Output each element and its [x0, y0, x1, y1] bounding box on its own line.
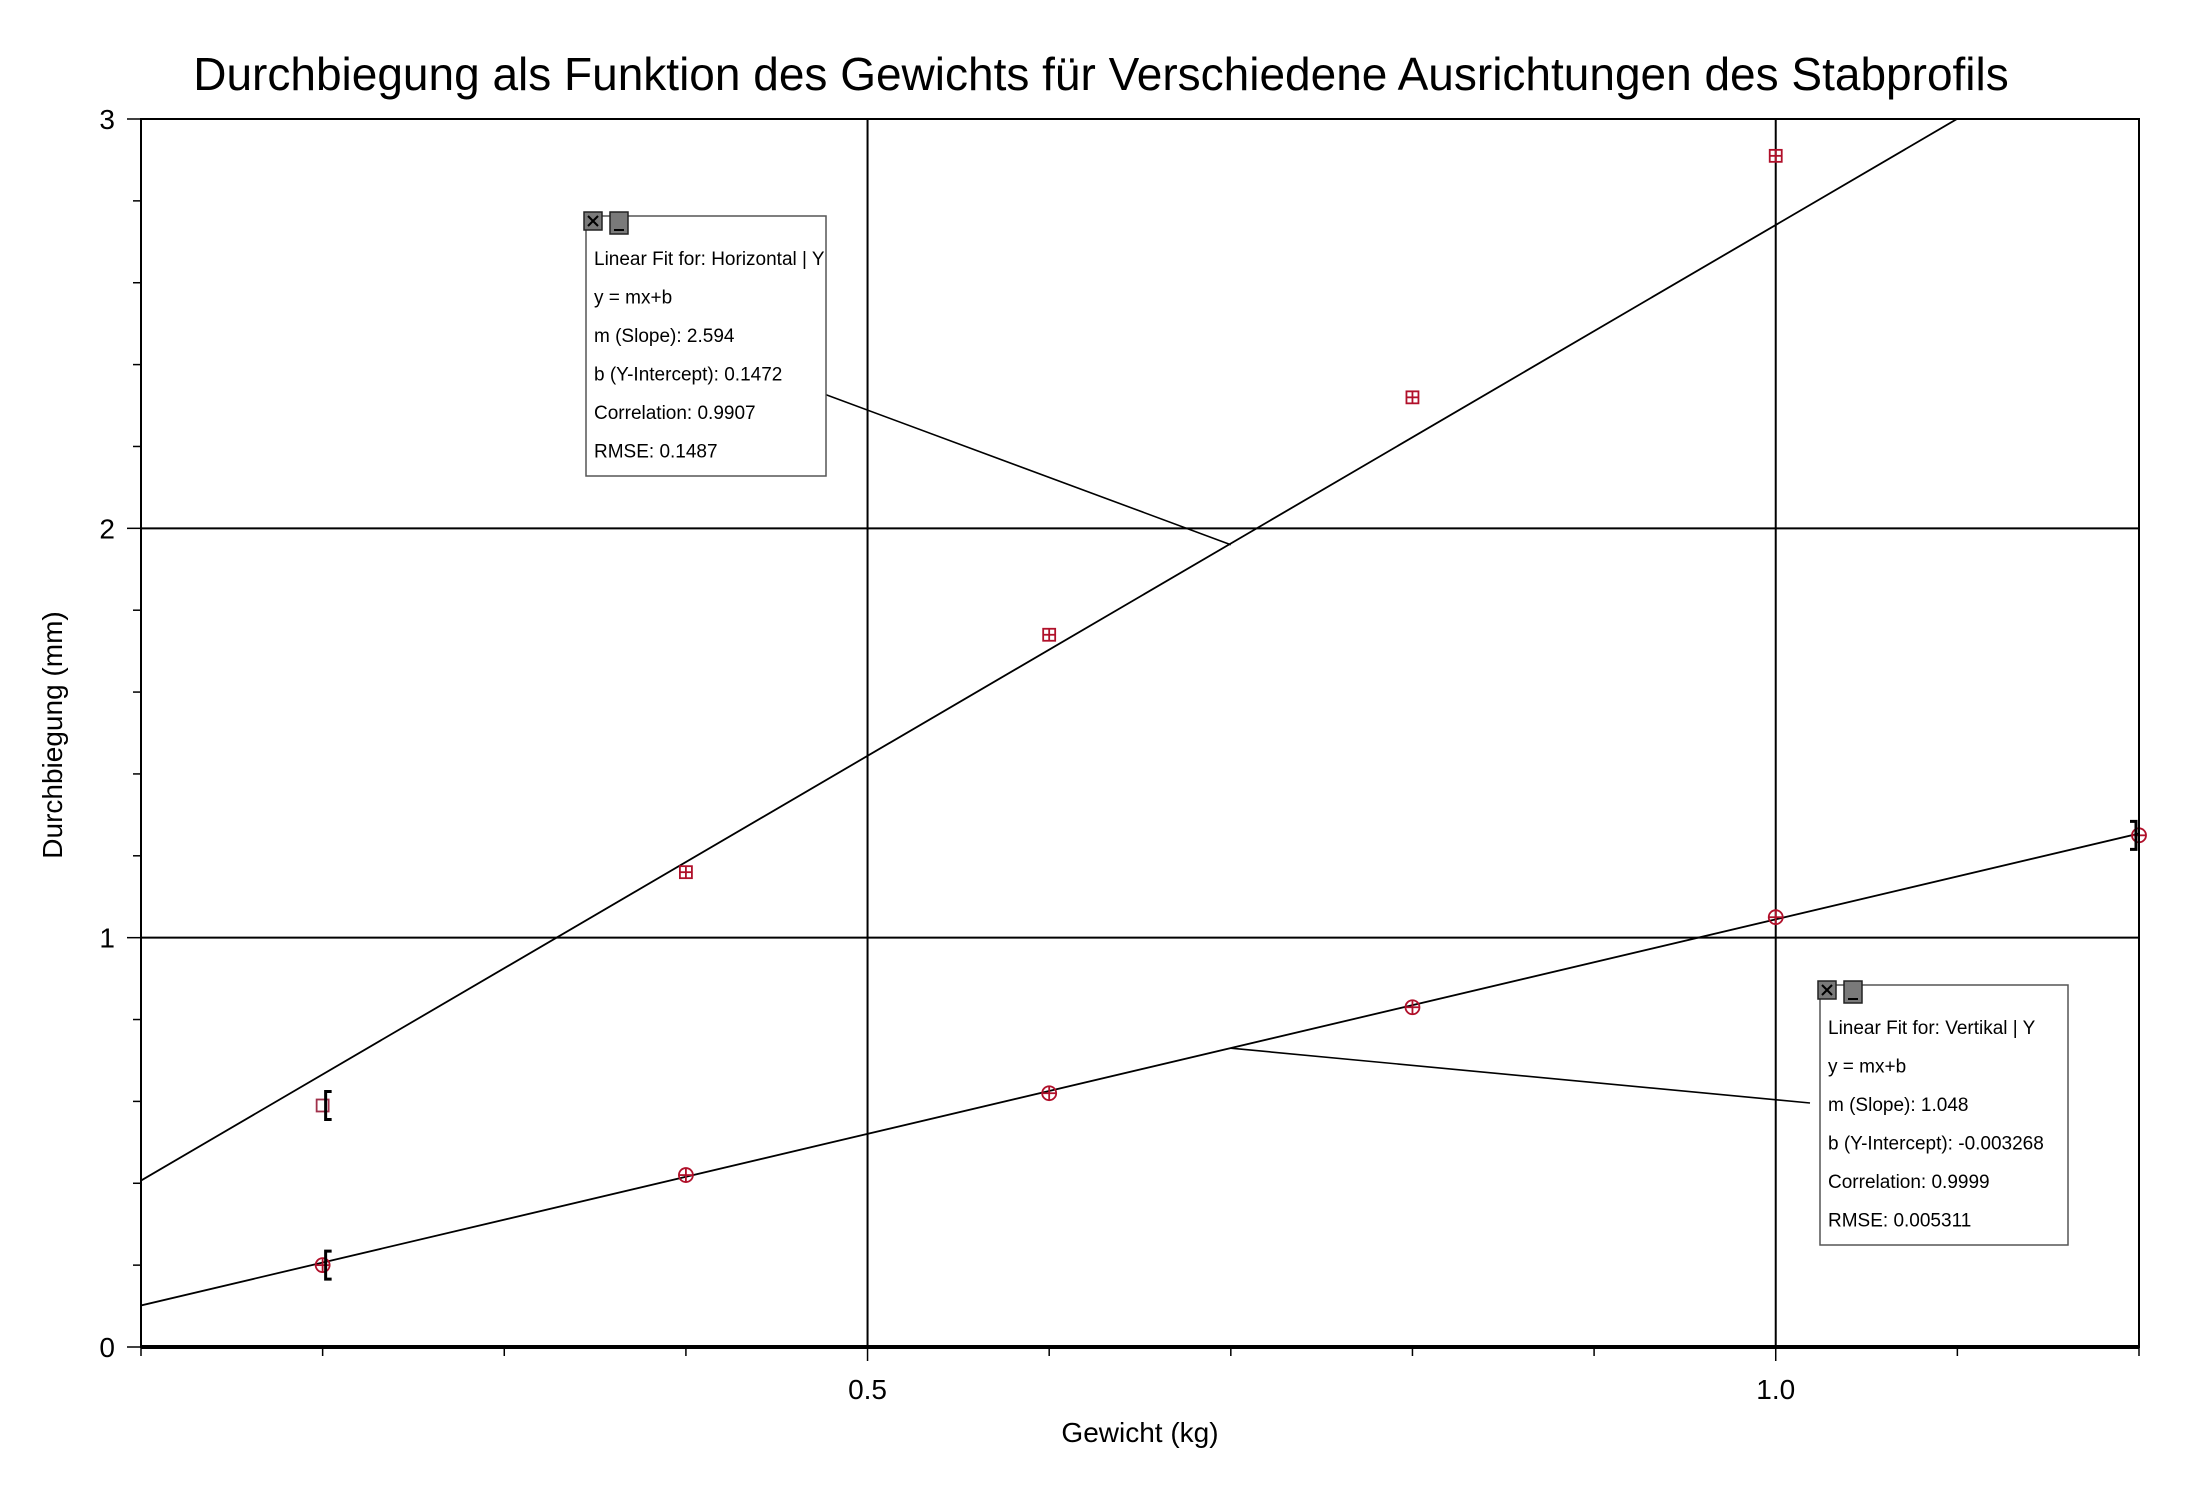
- data-point: [314, 1249, 332, 1281]
- data-point: [1405, 390, 1420, 405]
- fit-box-line: Linear Fit for: Vertikal | Y: [1828, 1018, 2036, 1039]
- fit-box-frame: [1819, 984, 2069, 1246]
- y-tick-label: 0: [99, 1332, 115, 1363]
- leader-line-vertikal: [1230, 1047, 1811, 1104]
- y-tick-label: 2: [99, 513, 115, 544]
- minimize-icon-bg: [609, 211, 629, 235]
- y-tick-label: 1: [99, 923, 115, 954]
- close-icon[interactable]: [583, 211, 603, 231]
- data-point: [1041, 1085, 1058, 1102]
- fit-box-line: y = mx+b: [594, 288, 672, 309]
- fit-line-vertikal: [141, 832, 2139, 1307]
- fit-box-line: m (Slope): 1.048: [1828, 1095, 1968, 1116]
- fit-box-vertikal: Linear Fit for: Vertikal | Y y = mx+b m (S…: [1817, 980, 2069, 1246]
- data-point: [1404, 999, 1421, 1016]
- fit-box-line: RMSE: 0.1487: [594, 442, 718, 463]
- fit-box-line: Linear Fit for: Horizontal | Y: [594, 249, 825, 270]
- data-point: [1767, 909, 1784, 926]
- fit-box-line: Correlation: 0.9907: [594, 403, 756, 424]
- fit-line-horizontal: [141, 119, 1959, 1182]
- data-point: [315, 1089, 332, 1121]
- x-tick-label: 1.0: [1756, 1374, 1795, 1405]
- x-axis-label: Gewicht (kg): [1061, 1417, 1218, 1448]
- fit-box-line: y = mx+b: [1828, 1057, 1906, 1078]
- minimize-icon[interactable]: [609, 211, 629, 235]
- fit-leaders: [815, 390, 1811, 1104]
- minimize-icon-bg: [1843, 980, 1863, 1004]
- close-icon-stroke: [1821, 984, 1833, 996]
- data-point: [679, 865, 693, 880]
- chart-title: Durchbiegung als Funktion des Gewichts f…: [193, 48, 2009, 100]
- fit-box-line: b (Y-Intercept): -0.003268: [1828, 1134, 2044, 1155]
- data-point: [1768, 148, 1783, 163]
- fit-box-line: RMSE: 0.005311: [1828, 1211, 1971, 1232]
- y-tick-label: 3: [99, 104, 115, 135]
- fit-box-line: b (Y-Intercept): 0.1472: [594, 365, 782, 386]
- minimize-icon[interactable]: [1843, 980, 1863, 1004]
- x-tick-label: 0.5: [848, 1374, 887, 1405]
- selection-bracket: [2130, 819, 2138, 851]
- close-icon[interactable]: [1817, 980, 1837, 1000]
- data-point: [1042, 627, 1057, 642]
- fit-box-horizontal: Linear Fit for: Horizontal | Y y = mx+b m …: [583, 211, 827, 477]
- fit-box-line: m (Slope): 2.594: [594, 326, 735, 347]
- data-points: [314, 148, 2147, 1281]
- plot-frame: [140, 118, 2140, 1348]
- selection-bracket: [324, 1089, 332, 1121]
- selection-bracket: [324, 1249, 332, 1281]
- y-axis-label: Durchbiegung (mm): [37, 611, 68, 858]
- fit-boxes: Linear Fit for: Horizontal | Y y = mx+b m …: [583, 211, 2069, 1246]
- close-icon-stroke: [587, 215, 599, 227]
- fit-box-line: Correlation: 0.9999: [1828, 1172, 1990, 1193]
- data-point: [678, 1167, 694, 1183]
- fit-box-frame: [585, 215, 827, 477]
- axis-ticks: 0.5 1.0 0 1 2 3: [99, 104, 2140, 1405]
- leader-line-horizontal: [815, 390, 1232, 546]
- fit-lines: [141, 119, 2139, 1307]
